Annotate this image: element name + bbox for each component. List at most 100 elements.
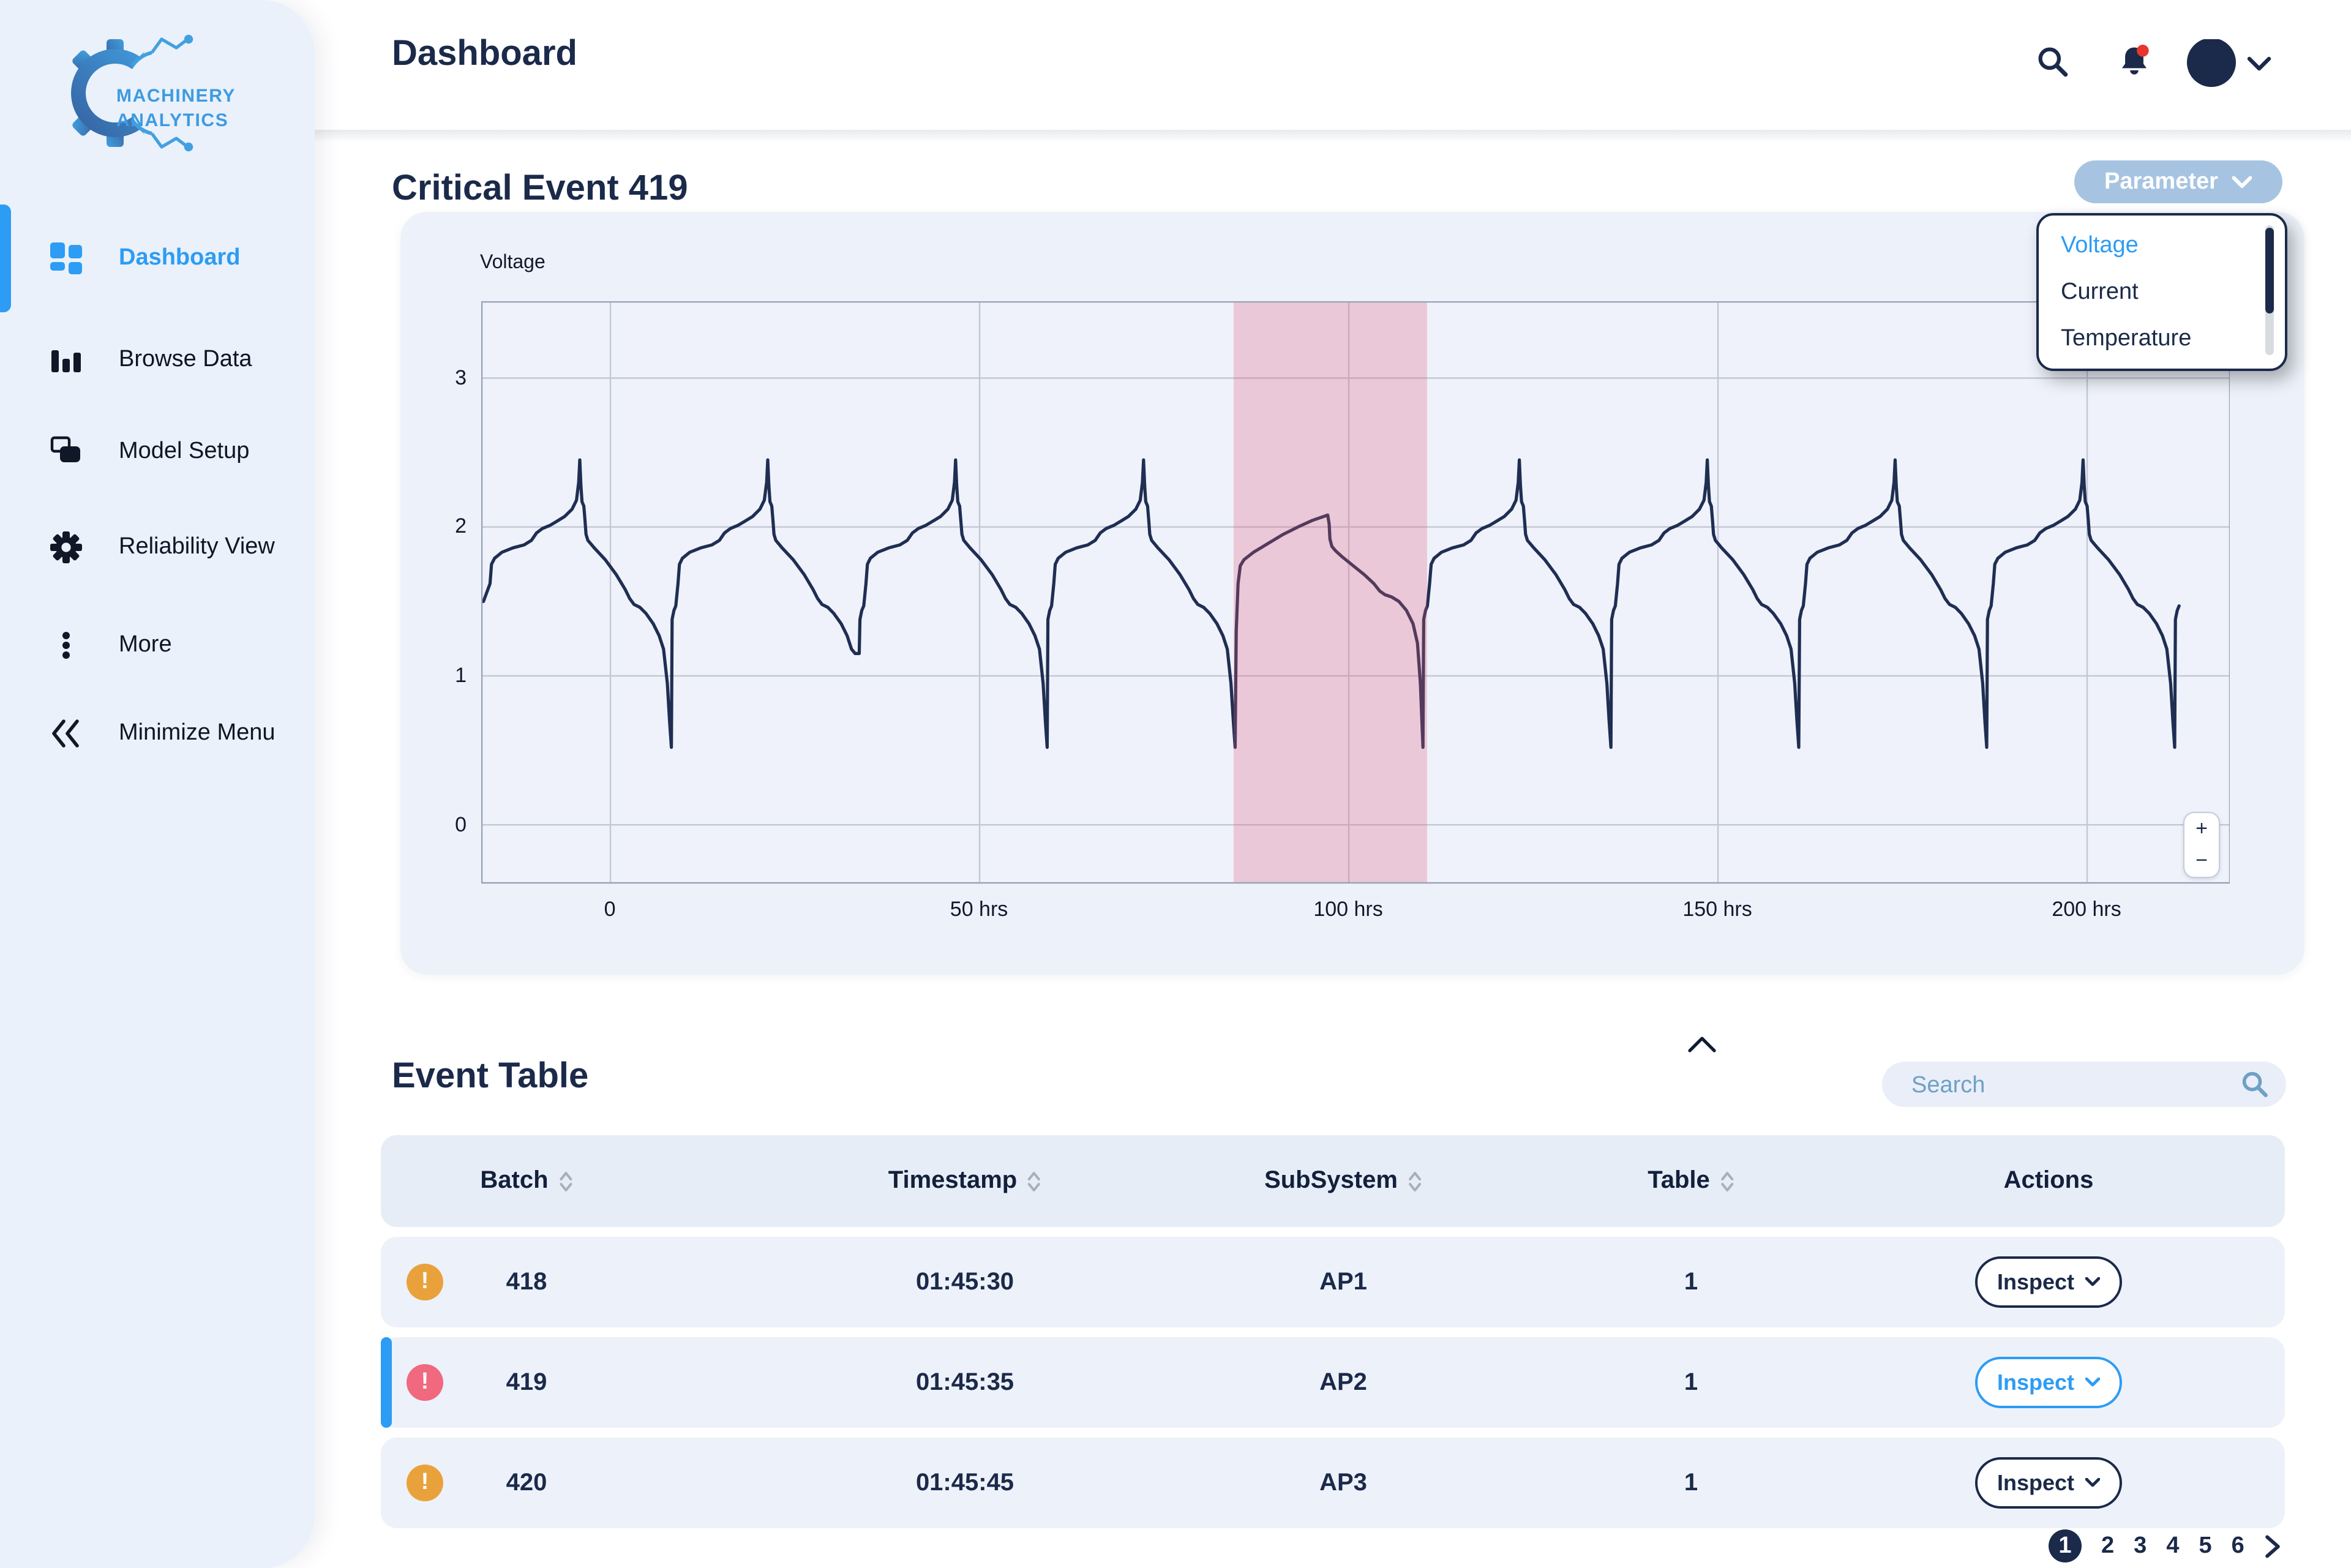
sidebar-item-label: Minimize Menu (119, 720, 276, 746)
more-icon (62, 632, 70, 659)
x-tick-label: 0 (604, 898, 616, 921)
search-button[interactable] (2028, 39, 2077, 88)
alert-icon-warning: ! (407, 1465, 443, 1501)
sidebar-item-label: Reliability View (119, 534, 275, 560)
page-button-5[interactable]: 5 (2199, 1533, 2212, 1559)
sidebar-item-minimize-menu[interactable]: Minimize Menu (0, 704, 315, 763)
cell-timestamp: 01:45:45 (915, 1469, 1014, 1496)
column-header-label: Batch (480, 1167, 549, 1194)
sidebar-item-label: More (119, 632, 172, 658)
sort-icon (1720, 1171, 1733, 1191)
user-menu-button[interactable] (2186, 38, 2284, 88)
column-header-batch[interactable]: Batch (480, 1135, 572, 1227)
x-tick-label: 200 hrs (2052, 898, 2121, 921)
page-button-2[interactable]: 2 (2101, 1533, 2115, 1559)
page-button-6[interactable]: 6 (2231, 1533, 2244, 1559)
parameter-dropdown-menu: Voltage Current Temperature (2036, 213, 2287, 371)
active-nav-indicator (0, 204, 11, 312)
parameter-dropdown-button[interactable]: Parameter (2074, 160, 2282, 203)
chart-card: Voltage 3 2 1 0 0 50 hrs 100 hrs 150 hrs 200 hr… (400, 212, 2304, 975)
selected-row-indicator (381, 1337, 392, 1428)
inspect-button-label: Inspect (1997, 1470, 2075, 1495)
cell-table: 1 (1684, 1469, 1698, 1496)
dashboard-icon (50, 242, 82, 274)
next-page-button[interactable] (2264, 1534, 2281, 1558)
dropdown-option-voltage[interactable]: Voltage (2061, 233, 2139, 258)
chevron-up-icon (1688, 1036, 1716, 1052)
sidebar-item-label: Model Setup (119, 438, 250, 464)
inspect-button[interactable]: Inspect (1975, 1457, 2122, 1509)
critical-event-highlight-band (1232, 301, 1427, 883)
sidebar-item-reliability-view[interactable]: Reliability View (0, 518, 315, 577)
collapse-table-button[interactable] (1682, 1032, 1722, 1059)
chevron-down-icon (2085, 1478, 2101, 1487)
column-header-label: Timestamp (888, 1167, 1018, 1194)
cell-batch: 420 (506, 1469, 547, 1496)
cell-table: 1 (1684, 1269, 1698, 1296)
chevron-down-icon (2085, 1277, 2101, 1286)
zoom-in-button[interactable]: + (2184, 813, 2219, 845)
sort-icon (559, 1171, 572, 1191)
alert-icon-critical: ! (407, 1364, 443, 1401)
dropdown-option-temperature[interactable]: Temperature (2061, 326, 2192, 351)
column-header-timestamp[interactable]: Timestamp (888, 1135, 1041, 1227)
reliability-view-icon (50, 531, 82, 563)
cell-batch: 419 (506, 1369, 547, 1396)
page-title: Dashboard (392, 34, 577, 73)
cell-batch: 418 (506, 1269, 547, 1296)
browse-data-icon (51, 350, 81, 372)
dropdown-option-current[interactable]: Current (2061, 279, 2139, 305)
cell-timestamp: 01:45:35 (915, 1369, 1014, 1396)
column-header-subsystem[interactable]: SubSystem (1264, 1135, 1422, 1227)
page-button-4[interactable]: 4 (2166, 1533, 2180, 1559)
y-tick-label: 0 (455, 812, 467, 836)
sidebar-item-browse-data[interactable]: Browse Data (0, 331, 315, 389)
cell-subsystem: AP2 (1319, 1369, 1367, 1396)
x-tick-label: 50 hrs (950, 898, 1008, 921)
sidebar-item-dashboard[interactable]: Dashboard (0, 229, 315, 288)
cell-table: 1 (1684, 1369, 1698, 1396)
sidebar-item-more[interactable]: More (0, 616, 315, 675)
minimize-menu-icon (52, 719, 79, 748)
x-tick-label: 150 hrs (1682, 898, 1752, 921)
inspect-button[interactable]: Inspect (1975, 1357, 2122, 1408)
inspect-button-label: Inspect (1997, 1370, 2075, 1394)
sidebar-item-model-setup[interactable]: Model Setup (0, 422, 315, 481)
x-tick-label: 100 hrs (1313, 898, 1383, 921)
table-row-batch-418: ! 418 01:45:30 AP1 1 Inspect (381, 1237, 2285, 1327)
y-tick-label: 1 (455, 663, 467, 687)
y-tick-label: 2 (455, 514, 467, 538)
main-content: Critical Event 419 Parameter Voltage Curr… (315, 130, 2351, 1568)
sidebar: MACHINERY ANALYTICS Dashboard Browse Data… (0, 0, 315, 1568)
notification-badge (2137, 43, 2149, 56)
cell-subsystem: AP1 (1319, 1269, 1367, 1296)
column-header-actions: Actions (2004, 1135, 2094, 1227)
table-search (1882, 1062, 2286, 1109)
inspect-button-label: Inspect (1997, 1269, 2075, 1294)
brand-logo-gear-icon (71, 34, 193, 152)
zoom-out-button[interactable]: − (2184, 845, 2219, 877)
brand-name-line2: ANALYTICS (116, 110, 229, 131)
column-header-table[interactable]: Table (1648, 1135, 1734, 1227)
parameter-options: Voltage Current Temperature (2039, 216, 2285, 362)
voltage-chart-plot (480, 301, 2230, 884)
cell-timestamp: 01:45:30 (915, 1269, 1014, 1296)
dropdown-scrollbar-track (2265, 225, 2274, 355)
column-header-label: SubSystem (1264, 1167, 1398, 1194)
chevron-down-icon (2247, 56, 2271, 71)
event-table: Batch Timestamp SubSystem Table Actions ! 418… (381, 1135, 2285, 1538)
search-icon[interactable] (2241, 1070, 2269, 1098)
table-section-title: Event Table (392, 1057, 589, 1096)
notifications-button[interactable] (2110, 39, 2159, 88)
sort-icon (1408, 1171, 1421, 1191)
chart-zoom-control: + − (2183, 812, 2220, 878)
dropdown-scrollbar-thumb[interactable] (2265, 228, 2274, 313)
search-input[interactable] (1909, 1062, 2220, 1109)
inspect-button[interactable]: Inspect (1975, 1256, 2122, 1308)
page-button-3[interactable]: 3 (2134, 1533, 2147, 1559)
table-row-batch-419: ! 419 01:45:35 AP2 1 Inspect (381, 1337, 2285, 1428)
sort-icon (1028, 1171, 1041, 1191)
chevron-down-icon (2085, 1378, 2101, 1387)
page-button-1[interactable]: 1 (2049, 1529, 2082, 1562)
